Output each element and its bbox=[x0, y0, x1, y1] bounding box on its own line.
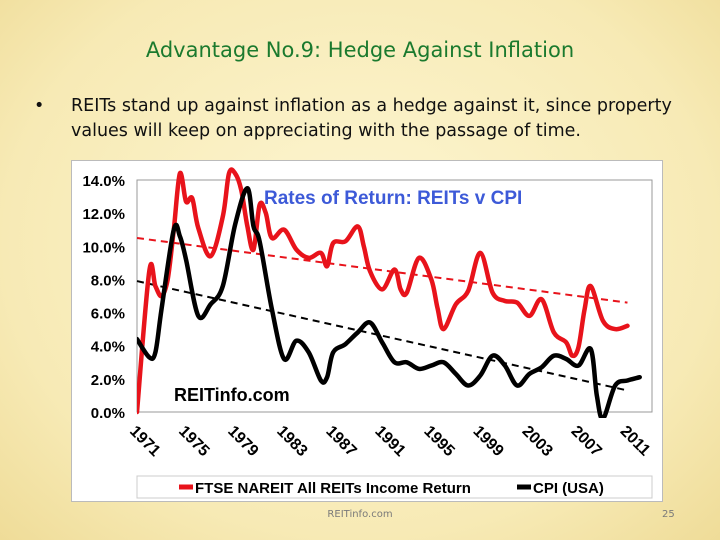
plot-area bbox=[136, 179, 653, 413]
y-tick-label: 8.0% bbox=[91, 272, 125, 289]
slide-title: Advantage No.9: Hedge Against Inflation bbox=[145, 38, 575, 62]
bullet-marker: • bbox=[34, 96, 45, 116]
footer-source: REITinfo.com bbox=[327, 509, 393, 520]
y-tick-label: 0.0% bbox=[91, 405, 125, 422]
returns-chart: 0.0%2.0%4.0%6.0%8.0%10.0%12.0%14.0% 1971… bbox=[71, 160, 663, 502]
legend-label: CPI (USA) bbox=[533, 480, 604, 497]
legend-label: FTSE NAREIT All REITs Income Return bbox=[195, 480, 471, 497]
y-tick-label: 14.0% bbox=[82, 173, 125, 190]
y-tick-label: 12.0% bbox=[82, 206, 125, 223]
y-tick-label: 2.0% bbox=[91, 372, 125, 389]
chart-watermark: REITinfo.com bbox=[174, 385, 290, 405]
y-tick-label: 4.0% bbox=[91, 339, 125, 356]
page-number: 25 bbox=[662, 509, 675, 520]
trend-line bbox=[136, 237, 628, 304]
chart-title: Rates of Return: REITs v CPI bbox=[264, 188, 522, 209]
y-tick-label: 6.0% bbox=[91, 306, 125, 323]
y-tick-label: 10.0% bbox=[82, 239, 125, 256]
chart-container: 0.0% 2.0% 4.0% 6.0% 8.0% 10.0% 12.0% 14.0% 1971… bbox=[71, 160, 663, 502]
bullet-text: REITs stand up against inflation as a he… bbox=[71, 96, 672, 141]
reit-income-line bbox=[137, 167, 630, 415]
cpi-line bbox=[137, 186, 642, 418]
legend-box bbox=[136, 475, 653, 499]
